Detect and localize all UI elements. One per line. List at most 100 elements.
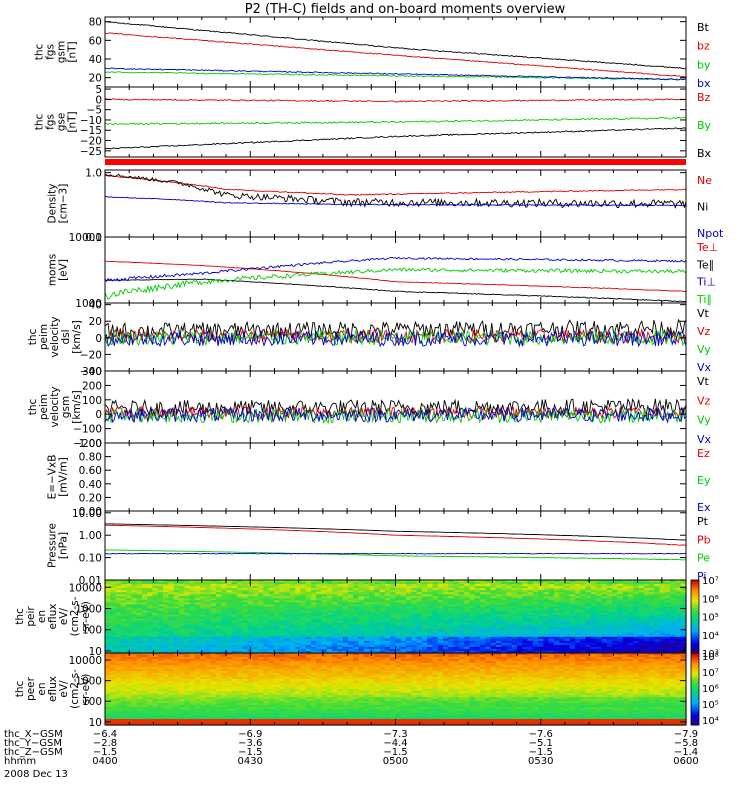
y-axis-label-line: [eV]: [58, 259, 70, 281]
y-tick-label: 0.20: [79, 492, 102, 504]
y-tick-label: 1.00: [79, 530, 102, 542]
y-tick-label: 40: [89, 300, 102, 312]
legend: Bz By Bx: [697, 91, 712, 160]
panel-10: 10⁸10⁷10⁶10⁵10⁴10000100010010thcpeerenef…: [14, 652, 719, 729]
legend-entry: Ti∥: [696, 293, 712, 306]
y-ticks: 10.001.000.100.01: [72, 508, 686, 587]
colorbar-label: 10⁴: [702, 631, 719, 642]
y-axis-label-line: sr-eV): [80, 601, 92, 632]
y-axis-label: thcpeirenefluxeV/(cm2-s-sr-eV): [14, 596, 92, 636]
legend: Ez Ey Ex: [697, 447, 711, 514]
y-tick-label: 10.00: [72, 508, 102, 520]
legend-entry: Npot: [697, 227, 724, 240]
series-line-Ni: [105, 174, 686, 207]
legend-entry: Ez: [697, 447, 710, 460]
panel-frame: [105, 443, 686, 511]
x-ticks: [105, 237, 686, 303]
y-axis-label: Density[cm−3]: [47, 184, 70, 224]
y-tick-label: 40: [89, 54, 102, 66]
panel-5: 40200−20−40thcpeimvelocitydsl[km/s]VtVzV…: [27, 300, 712, 378]
series-line-Pi: [105, 553, 686, 554]
series-group: [105, 399, 686, 423]
legend-entry: Bx: [697, 147, 712, 160]
panel-3: 1.00.1 Density[cm−3] Ne Ni Npot: [47, 168, 724, 244]
legend-entry: Ey: [697, 474, 711, 487]
y-tick-label: 0: [95, 409, 102, 421]
y-tick-label: 0: [95, 333, 102, 345]
y-axis-label-line: [km/s]: [71, 390, 83, 424]
y-axis-label-line: [km/s]: [71, 320, 83, 354]
series-group: [105, 320, 686, 346]
y-axis-label: thcfgsgse[nT]: [34, 111, 79, 132]
y-tick-label: 10000: [69, 232, 102, 244]
legend-entry: Pb: [697, 533, 711, 546]
y-axis-label: thcfgsgsm[nT]: [34, 41, 79, 63]
y-tick-label: −100: [73, 424, 102, 436]
y-tick-label: 300: [82, 366, 102, 378]
y-tick-label: 1.0: [85, 168, 102, 180]
series-line-Pt: [105, 524, 686, 540]
y-axis-label-line: [nT]: [67, 111, 79, 132]
y-axis-label-line: [nT]: [67, 41, 79, 62]
legend-entry: Vt: [697, 375, 710, 388]
legend-entry: Ni: [697, 201, 708, 214]
colorbar-label: 10⁵: [702, 613, 719, 624]
legend-entry: Bz: [697, 91, 711, 104]
legend-entry: Vz: [697, 325, 711, 338]
y-tick-label: 200: [82, 380, 102, 392]
y-tick-label: 20: [89, 73, 102, 85]
y-tick-label: 20: [89, 316, 102, 328]
legend-entry: by: [697, 58, 711, 71]
legend-entry: Vx: [697, 433, 712, 446]
series-group: [105, 174, 686, 207]
legend-entry: Ti⊥: [696, 276, 716, 289]
x-ticks: [105, 170, 686, 237]
legend: Te⊥Te∥Ti⊥Ti∥: [696, 241, 718, 306]
panel-frame: [105, 237, 686, 303]
y-axis-label: Pressure[nPa]: [47, 523, 70, 568]
y-tick-label: 0.60: [79, 465, 102, 477]
y-tick-label: 80: [89, 17, 102, 29]
legend-entry: Vy: [697, 414, 711, 427]
legend-entry: bx: [697, 77, 711, 90]
figure-title: P2 (TH-C) fields and on-board moments ov…: [245, 2, 566, 17]
y-axis-label-line: [nPa]: [58, 532, 70, 559]
y-axis-label-line: [cm−3]: [58, 184, 70, 224]
legend-entry: Ne: [697, 174, 712, 187]
legend-entry: Pe: [697, 552, 710, 565]
series-line-Bz: [105, 99, 686, 102]
y-tick-label: 0.10: [79, 553, 102, 565]
y-tick-label: 100: [82, 395, 102, 407]
series-group: [105, 99, 686, 149]
series-line-Ti∥: [105, 268, 686, 299]
legend-entry: Vt: [697, 307, 710, 320]
legend-entry: Bt: [697, 21, 710, 34]
y-tick-label: 1.00: [79, 438, 102, 450]
x-ticks: [105, 511, 686, 580]
y-ticks: 1.00.1: [85, 168, 686, 244]
series-line-by: [105, 72, 686, 80]
y-ticks: 1.000.800.600.400.200.00: [79, 438, 686, 518]
legend: Ne Ni Npot: [697, 174, 724, 240]
series-line-Pb: [105, 525, 686, 546]
legend-entry: By: [697, 119, 712, 132]
spectrogram: [105, 653, 687, 726]
legend-entry: Ex: [697, 501, 711, 514]
y-tick-label: 0.40: [79, 479, 102, 491]
y-axis-label: thcpeimvelocitygsm[km/s]: [27, 386, 83, 427]
colorbar-label: 10⁷: [702, 576, 719, 587]
x-ticks: [105, 443, 686, 511]
legend-entry: Te⊥: [696, 241, 718, 254]
y-tick-label: 60: [89, 35, 102, 47]
series-group: [105, 21, 686, 80]
series-line-Bt: [105, 21, 686, 69]
